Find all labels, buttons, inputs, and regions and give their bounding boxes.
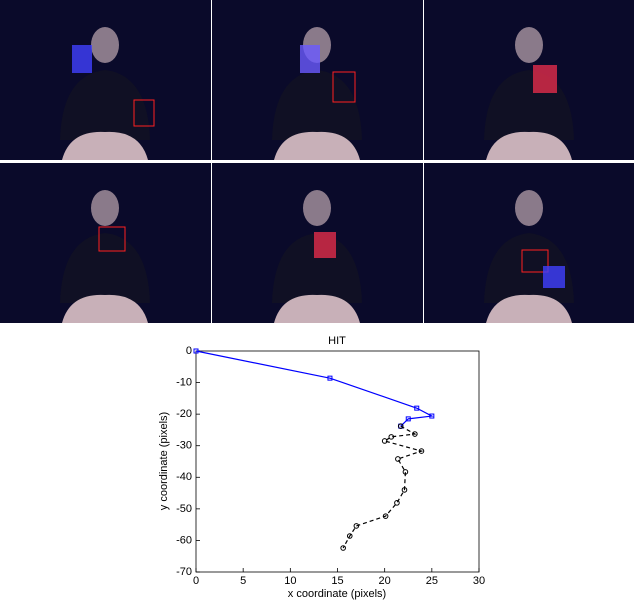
hand-box xyxy=(72,45,92,73)
hand-box xyxy=(300,45,320,73)
x-tick-label: 15 xyxy=(331,575,343,587)
y-tick-label: -10 xyxy=(176,376,192,388)
frame xyxy=(0,163,211,323)
frame xyxy=(424,0,634,160)
x-tick-label: 10 xyxy=(284,575,296,587)
y-tick-label: -50 xyxy=(176,503,192,515)
point-marker xyxy=(396,457,401,462)
y-axis-label: y coordinate (pixels) xyxy=(158,412,170,510)
series-line xyxy=(196,351,432,426)
series-line xyxy=(343,426,421,548)
x-tick-label: 5 xyxy=(240,575,246,587)
y-tick-label: 0 xyxy=(186,345,192,357)
x-tick-label: 0 xyxy=(193,575,199,587)
y-tick-label: -60 xyxy=(176,534,192,546)
figure: HIT x coordinate (pixels) y coordinate (… xyxy=(0,0,634,604)
y-tick-label: -70 xyxy=(176,566,192,578)
y-tick-label: -30 xyxy=(176,440,192,452)
frame xyxy=(424,163,634,323)
x-tick-label: 20 xyxy=(379,575,391,587)
video-frames xyxy=(0,0,634,323)
hand-box xyxy=(543,266,565,288)
hand-box xyxy=(533,65,557,93)
point-marker xyxy=(395,501,400,506)
y-tick-label: -40 xyxy=(176,471,192,483)
chart-title: HIT xyxy=(328,335,346,347)
plot-frame xyxy=(196,351,479,572)
x-tick-label: 25 xyxy=(426,575,438,587)
y-tick-label: -20 xyxy=(176,408,192,420)
frame xyxy=(0,0,211,160)
hand-box xyxy=(314,232,336,258)
frame xyxy=(212,0,423,160)
x-axis-label: x coordinate (pixels) xyxy=(288,588,386,600)
x-tick-label: 30 xyxy=(473,575,485,587)
